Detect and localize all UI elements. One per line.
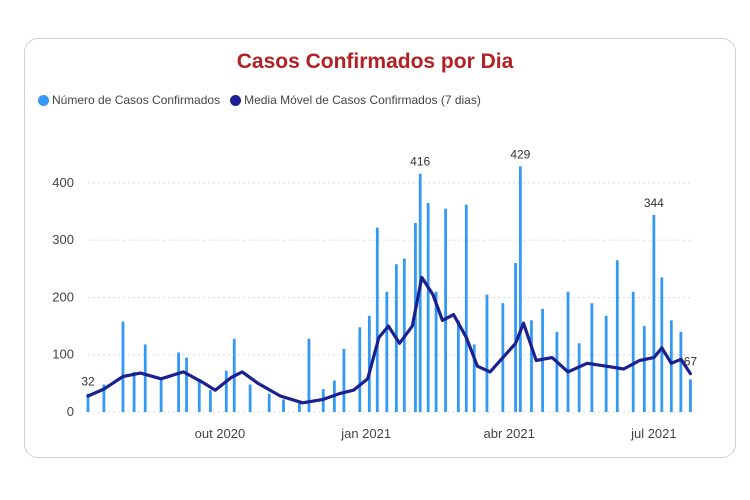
x-tick-label: jan 2021 [340,426,391,441]
data-labels: 32 416 429 344 67 [81,147,697,388]
line-media-movel [86,275,692,405]
bar-casos[interactable] [307,338,311,412]
bar-casos[interactable] [102,384,106,412]
bar-casos[interactable] [518,166,522,412]
axis-labels: 0 100 200 300 400 out 2020 jan 2021 abr 2021 jul… [52,175,676,441]
legend-label-media-movel: Media Móvel de Casos Confirmados (7 dias… [244,93,481,107]
bar-casos[interactable] [342,349,346,412]
bar-casos[interactable] [590,303,594,412]
legend-item-media-movel[interactable]: Media Móvel de Casos Confirmados (7 dias… [230,93,481,107]
bar-casos[interactable] [456,320,460,412]
y-tick-label: 100 [52,347,74,362]
bar-casos[interactable] [530,320,533,412]
x-tick-label: abr 2021 [484,426,535,441]
bar-casos[interactable] [248,384,252,412]
bar-casos[interactable] [282,399,285,412]
gridlines [88,182,692,413]
y-tick-label: 0 [67,404,74,419]
bar-casos[interactable] [185,357,188,412]
bar-casos[interactable] [434,291,438,412]
bar-casos[interactable] [224,370,228,412]
bar-casos[interactable] [689,379,692,412]
bar-casos[interactable] [385,291,389,412]
bar-casos[interactable] [660,277,664,412]
bar-casos[interactable] [652,214,656,412]
data-label: 429 [510,147,530,161]
bar-casos[interactable] [197,380,201,413]
y-tick-label: 200 [52,289,74,304]
bar-casos[interactable] [208,390,212,412]
bar-casos[interactable] [426,202,430,412]
bar-casos[interactable] [143,344,147,412]
legend-marker-casos [38,94,49,106]
bar-casos[interactable] [267,393,271,412]
data-label: 344 [644,196,664,210]
bar-casos[interactable] [86,393,90,412]
bar-casos[interactable] [159,377,163,412]
x-tick-label: out 2020 [195,426,246,441]
bar-casos[interactable] [604,315,608,412]
bar-casos[interactable] [485,294,489,412]
data-label: 32 [81,375,95,389]
bar-casos[interactable] [375,227,379,412]
legend-label-casos: Número de Casos Confirmados [52,93,221,107]
bar-casos[interactable] [464,204,468,412]
bar-casos[interactable] [679,331,683,412]
bar-casos[interactable] [472,344,476,412]
y-tick-label: 400 [52,175,74,190]
bar-casos[interactable] [298,401,301,412]
data-label: 416 [410,155,430,169]
media-movel-line[interactable] [86,275,692,405]
x-tick-label: jul 2021 [630,426,677,441]
bar-casos[interactable] [642,326,646,412]
bar-casos[interactable] [444,208,448,412]
bar-casos[interactable] [514,263,517,412]
y-tick-label: 300 [52,232,74,247]
bar-casos[interactable] [577,343,581,412]
bar-casos[interactable] [358,327,362,412]
bar-casos[interactable] [669,320,673,412]
bar-casos[interactable] [631,291,635,412]
chart-legend: Número de Casos Confirmados Media Móvel … [38,93,485,107]
bar-casos[interactable] [566,291,570,412]
bar-casos[interactable] [555,331,559,412]
legend-item-casos[interactable]: Número de Casos Confirmados [38,93,220,107]
bar-casos[interactable] [367,315,371,412]
bar-casos[interactable] [177,352,180,412]
data-label: 67 [684,355,698,369]
bar-casos[interactable] [121,321,125,412]
chart-title: Casos Confirmados por Dia [236,50,514,73]
bar-casos[interactable] [132,371,136,412]
bar-casos[interactable] [615,260,619,412]
legend-marker-media-movel [230,94,242,106]
